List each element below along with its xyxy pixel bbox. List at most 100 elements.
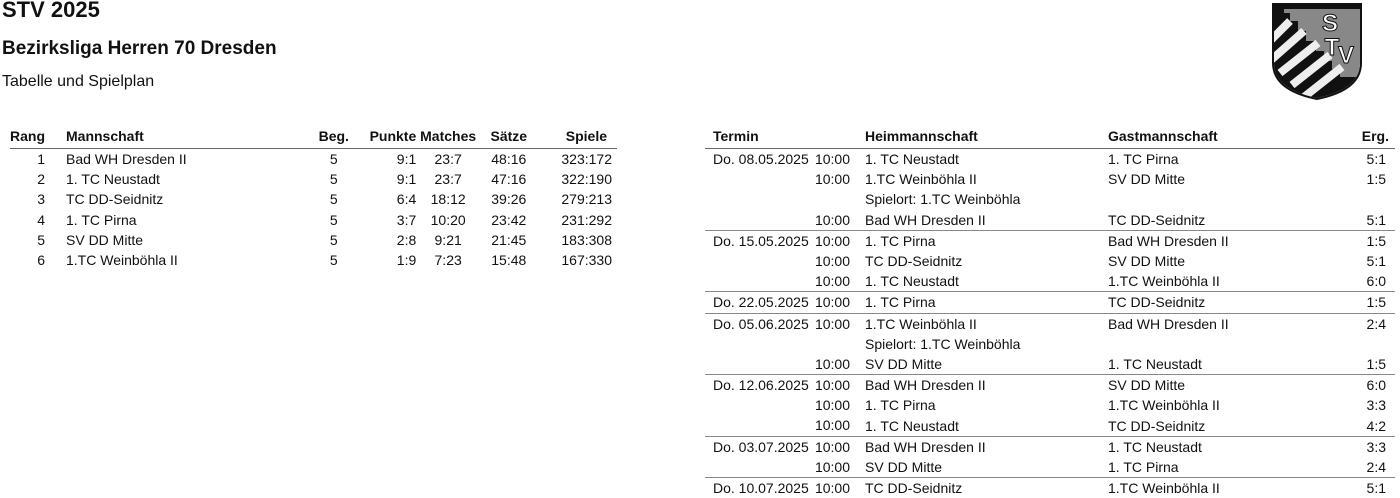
- col-spiele: Spiele: [538, 124, 617, 149]
- cell-termin: [705, 334, 850, 354]
- cell-team: SV DD Mitte: [47, 230, 304, 250]
- cell-matches: 7:23: [416, 250, 480, 270]
- spacer: [850, 292, 865, 313]
- col-punkte: Punkte: [363, 124, 416, 149]
- cell-spiele: 279:213: [538, 189, 617, 209]
- cell-guest: TC DD-Seidnitz: [1108, 210, 1338, 231]
- league-title: Bezirksliga Herren 70 Dresden: [2, 38, 277, 60]
- cell-termin: 10:00: [705, 271, 850, 292]
- cell-result: 2:4: [1338, 457, 1395, 478]
- col-beg: Beg.: [304, 124, 363, 149]
- match-time: 10:00: [815, 459, 850, 475]
- cell-home: 1.TC Weinböhla II: [865, 169, 1108, 189]
- cell-guest: 1. TC Pirna: [1108, 149, 1338, 170]
- spacer: [850, 189, 865, 209]
- match-time: 10:00: [815, 273, 850, 289]
- cell-result: 1:5: [1338, 230, 1395, 251]
- cell-home: 1. TC Pirna: [865, 292, 1108, 313]
- cell-termin: Do. 12.06.2025 10:00: [705, 375, 850, 396]
- cell-home: 1. TC Neustadt: [865, 415, 1108, 436]
- cell-home: Bad WH Dresden II: [865, 210, 1108, 231]
- spacer: [850, 436, 865, 457]
- col-mannschaft: Mannschaft: [47, 124, 304, 149]
- cell-spiele: 323:172: [538, 149, 617, 170]
- spacer: [850, 478, 865, 498]
- spacer: [850, 271, 865, 292]
- match-row: Spielort: 1.TC Weinböhla: [705, 189, 1395, 209]
- spacer: [850, 334, 865, 354]
- cell-home: TC DD-Seidnitz: [865, 251, 1108, 271]
- cell-rang: 5: [10, 230, 47, 250]
- cell-rang: 4: [10, 210, 47, 230]
- cell-guest: SV DD Mitte: [1108, 251, 1338, 271]
- stv-logo: S T V: [1270, 1, 1364, 101]
- match-time: 10:00: [815, 377, 850, 393]
- cell-matches: 18:12: [416, 189, 480, 209]
- cell-team: 1.TC Weinböhla II: [47, 250, 304, 270]
- spacer: [850, 354, 865, 375]
- match-date: Do. 12.06.2025: [713, 377, 809, 393]
- cell-saetze: 21:45: [480, 230, 537, 250]
- cell-punkte: 6:4: [363, 189, 416, 209]
- match-date: Do. 08.05.2025: [713, 151, 809, 167]
- cell-result: 6:0: [1338, 375, 1395, 396]
- cell-termin: 10:00: [705, 210, 850, 231]
- cell-saetze: 15:48: [480, 250, 537, 270]
- cell-home: Spielort: 1.TC Weinböhla: [865, 189, 1108, 209]
- cell-result: 5:1: [1338, 251, 1395, 271]
- match-time: 10:00: [815, 151, 850, 167]
- standings-header: Rang Mannschaft Beg. Punkte Matches Sätz…: [10, 124, 617, 149]
- match-time: 10:00: [815, 356, 850, 372]
- cell-rang: 6: [10, 250, 47, 270]
- match-time: 10:00: [815, 171, 850, 187]
- cell-punkte: 2:8: [363, 230, 416, 250]
- cell-matches: 23:7: [416, 149, 480, 170]
- cell-home: 1. TC Neustadt: [865, 149, 1108, 170]
- cell-result: [1338, 334, 1395, 354]
- cell-guest: 1.TC Weinböhla II: [1108, 271, 1338, 292]
- spacer: [850, 457, 865, 478]
- cell-result: 3:3: [1338, 395, 1395, 415]
- spacer: [850, 313, 865, 334]
- match-time: 10:00: [815, 480, 850, 496]
- cell-spiele: 231:292: [538, 210, 617, 230]
- cell-home: SV DD Mitte: [865, 354, 1108, 375]
- cell-result: 2:4: [1338, 313, 1395, 334]
- cell-guest: 1.TC Weinböhla II: [1108, 395, 1338, 415]
- cell-saetze: 23:42: [480, 210, 537, 230]
- cell-home: 1. TC Pirna: [865, 395, 1108, 415]
- col-matches: Matches: [416, 124, 480, 149]
- cell-result: 6:0: [1338, 271, 1395, 292]
- cell-rang: 3: [10, 189, 47, 209]
- cell-termin: 10:00: [705, 415, 850, 436]
- col-termin: Termin: [705, 124, 850, 149]
- cell-termin: 10:00: [705, 169, 850, 189]
- cell-termin: 10:00: [705, 395, 850, 415]
- cell-termin: 10:00: [705, 251, 850, 271]
- spacer: [850, 230, 865, 251]
- cell-result: 3:3: [1338, 436, 1395, 457]
- cell-result: 5:1: [1338, 478, 1395, 498]
- cell-punkte: 3:7: [363, 210, 416, 230]
- cell-guest: 1.TC Weinböhla II: [1108, 478, 1338, 498]
- cell-spiele: 183:308: [538, 230, 617, 250]
- standings-table: Rang Mannschaft Beg. Punkte Matches Sätz…: [10, 124, 617, 270]
- spacer: [850, 395, 865, 415]
- spacer: [850, 149, 865, 170]
- match-time: 10:00: [815, 439, 850, 455]
